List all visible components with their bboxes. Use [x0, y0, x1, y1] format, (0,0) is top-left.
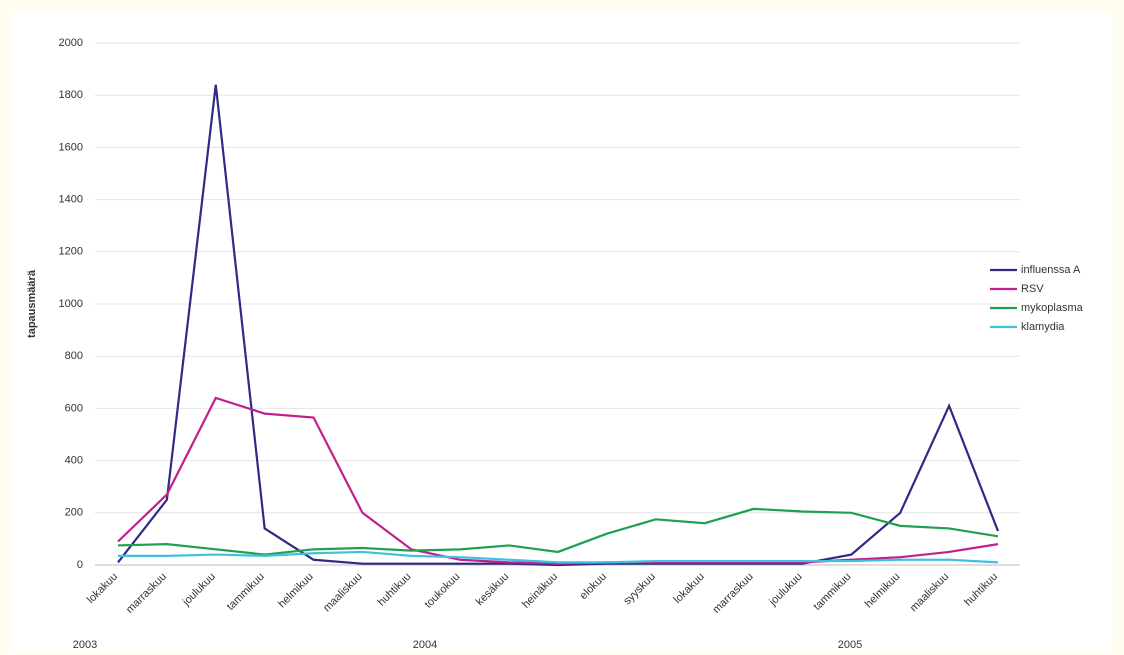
- y-tick-label: 200: [65, 507, 83, 519]
- legend-label: RSV: [1021, 283, 1044, 295]
- y-tick-label: 1000: [59, 298, 83, 310]
- y-tick-label: 800: [65, 350, 83, 362]
- legend-label: influenssa A: [1021, 264, 1081, 276]
- y-tick-label: 2000: [59, 37, 83, 49]
- series-line: [118, 550, 999, 564]
- y-tick-label: 1400: [59, 194, 83, 206]
- series-line: [117, 396, 999, 565]
- y-tick-label: 600: [65, 402, 83, 414]
- plot-panel: [12, 12, 1112, 652]
- legend-label: klamydia: [1021, 321, 1065, 333]
- legend-label: mykoplasma: [1021, 302, 1084, 314]
- y-tick-label: 1600: [59, 141, 83, 153]
- y-tick-label: 1200: [59, 246, 83, 258]
- y-tick-label: 0: [77, 559, 83, 571]
- y-tick-label: 1800: [59, 89, 83, 101]
- series-line: [117, 84, 1000, 567]
- series-line: [117, 507, 999, 556]
- year-label: 2005: [838, 639, 862, 651]
- year-label: 2004: [413, 639, 437, 651]
- y-tick-label: 400: [65, 455, 83, 467]
- year-label: 2003: [73, 639, 97, 651]
- y-axis-label: tapausmäärä: [26, 269, 38, 338]
